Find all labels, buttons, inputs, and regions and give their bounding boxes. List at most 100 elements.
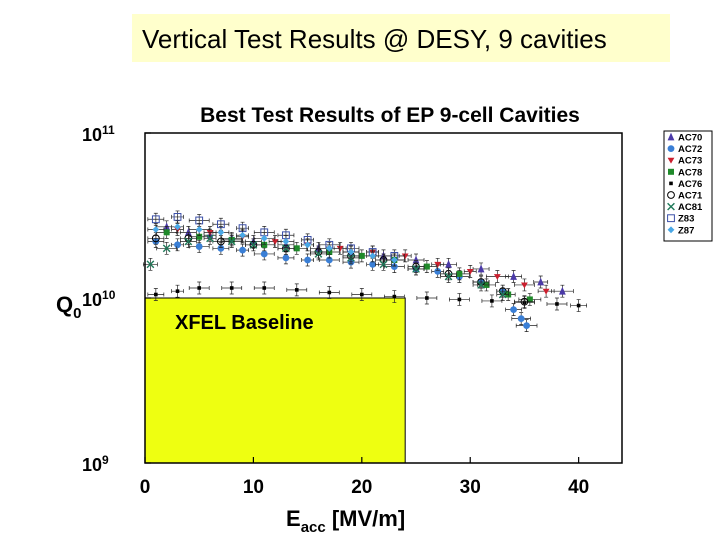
x-tick-label: 20 xyxy=(351,477,372,498)
data-point xyxy=(576,303,581,308)
legend-label: AC72 xyxy=(678,144,702,155)
error-bar xyxy=(212,217,230,231)
data-point xyxy=(151,215,160,224)
data-point xyxy=(445,259,452,268)
legend-marker xyxy=(667,214,675,223)
data-point xyxy=(466,268,474,275)
error-bar xyxy=(147,231,165,245)
data-point xyxy=(498,290,507,299)
data-point xyxy=(249,240,258,249)
error-bar xyxy=(147,212,165,226)
data-point xyxy=(304,256,312,264)
legend-label: AC71 xyxy=(678,191,703,202)
data-point xyxy=(379,260,388,269)
data-point xyxy=(444,272,453,281)
data-point xyxy=(412,265,420,273)
error-bar xyxy=(514,295,535,309)
data-point xyxy=(537,277,545,286)
data-point xyxy=(392,294,397,299)
data-point xyxy=(163,229,170,236)
series-ac81 xyxy=(143,231,510,301)
y-axis-ticks: 109 1010 1011 xyxy=(82,123,151,475)
series-ac76 xyxy=(147,281,587,312)
data-point xyxy=(490,299,494,303)
data-point xyxy=(521,282,528,289)
x-tick-label: 0 xyxy=(140,477,151,498)
data-point xyxy=(239,246,246,254)
slide-title: Vertical Test Results @ DESY, 9 cavities xyxy=(132,14,670,62)
data-point xyxy=(146,260,155,269)
data-point xyxy=(195,226,203,233)
data-point xyxy=(174,241,181,249)
data-point xyxy=(325,244,333,252)
data-point xyxy=(390,263,398,270)
x-axis-ticks: 0 10 20 30 40 xyxy=(140,457,589,498)
data-point xyxy=(493,274,501,280)
data-point xyxy=(227,237,236,246)
data-point xyxy=(175,289,180,293)
data-point xyxy=(336,245,344,252)
legend-marker xyxy=(667,132,675,141)
data-point xyxy=(260,250,268,258)
data-point xyxy=(314,250,323,258)
data-point xyxy=(412,255,420,264)
data-point xyxy=(260,234,268,242)
data-point xyxy=(229,286,234,290)
data-point xyxy=(510,306,517,314)
data-point xyxy=(294,288,299,292)
data-point xyxy=(423,263,430,270)
data-point xyxy=(206,234,214,243)
data-point xyxy=(282,254,290,262)
data-point xyxy=(293,245,300,252)
data-point xyxy=(456,270,463,277)
legend-marker xyxy=(668,168,674,175)
x-tick-label: 40 xyxy=(568,477,589,498)
legend-label: AC76 xyxy=(678,179,702,190)
data-point xyxy=(510,272,517,280)
data-point xyxy=(390,256,398,264)
data-point xyxy=(217,228,225,236)
data-point xyxy=(369,252,377,260)
legend-marker xyxy=(667,191,675,199)
chart-title: Best Test Results of EP 9-cell Cavities xyxy=(200,104,580,127)
x-tick-label: 10 xyxy=(243,477,264,498)
x-axis-label: Eacc [MV/m] xyxy=(286,506,405,536)
legend-label: AC70 xyxy=(678,133,702,144)
data-point xyxy=(360,292,364,297)
data-point xyxy=(184,227,192,236)
legend-label: AC81 xyxy=(678,202,703,213)
data-point xyxy=(282,244,290,253)
data-point xyxy=(542,288,550,295)
data-point xyxy=(520,297,529,306)
x-tick-label: 30 xyxy=(460,477,481,498)
y-axis-label: Q0 xyxy=(56,292,81,322)
data-point xyxy=(369,260,377,268)
legend-marker xyxy=(667,145,675,153)
data-point xyxy=(217,244,225,252)
data-point xyxy=(401,253,409,260)
data-point xyxy=(526,296,533,303)
data-point xyxy=(162,244,171,253)
xfel-baseline-label: XFEL Baseline xyxy=(175,312,314,334)
data-point xyxy=(558,286,566,295)
data-point xyxy=(195,243,203,250)
data-point xyxy=(523,322,530,330)
legend-label: Z83 xyxy=(678,214,694,225)
legend-label: AC78 xyxy=(678,167,702,178)
data-point xyxy=(425,296,429,300)
data-point xyxy=(434,261,442,268)
data-point xyxy=(262,286,267,290)
data-point xyxy=(457,297,462,302)
legend-marker xyxy=(667,202,675,211)
legend-label: Z87 xyxy=(678,225,694,236)
data-point xyxy=(174,223,181,231)
xfel-baseline-region xyxy=(144,297,406,464)
data-point xyxy=(184,237,193,246)
legend-marker xyxy=(667,226,675,234)
data-point xyxy=(327,290,332,295)
data-point xyxy=(173,213,182,221)
legend-marker xyxy=(667,157,675,164)
data-point xyxy=(197,286,202,290)
y-tick-label: 1010 xyxy=(82,288,116,310)
